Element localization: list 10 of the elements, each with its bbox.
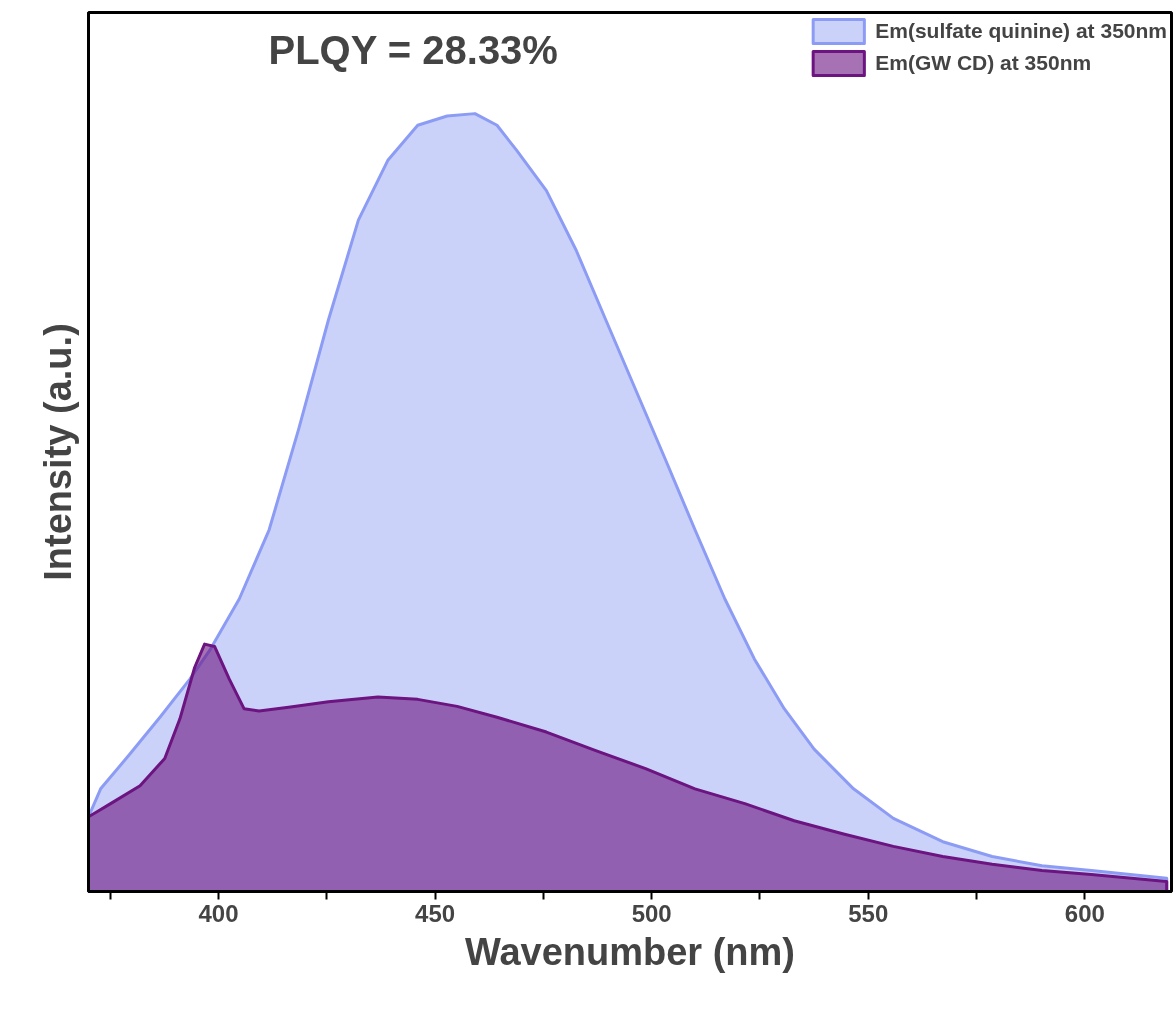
y-axis-title: Intensity (a.u.) bbox=[36, 323, 79, 581]
legend-label: Em(GW CD) at 350nm bbox=[875, 50, 1092, 76]
x-tick-label: 500 bbox=[631, 899, 672, 927]
x-tick-label: 550 bbox=[848, 899, 889, 927]
x-axis-title: Wavenumber (nm) bbox=[464, 930, 796, 973]
x-tick-label: 450 bbox=[415, 899, 456, 927]
x-tick-label: 600 bbox=[1064, 899, 1105, 927]
legend-label: Em(sulfate quinine) at 350nm bbox=[875, 18, 1167, 44]
text: PLQY = 28.33% bbox=[268, 27, 558, 72]
x-tick-label: 400 bbox=[198, 899, 239, 927]
